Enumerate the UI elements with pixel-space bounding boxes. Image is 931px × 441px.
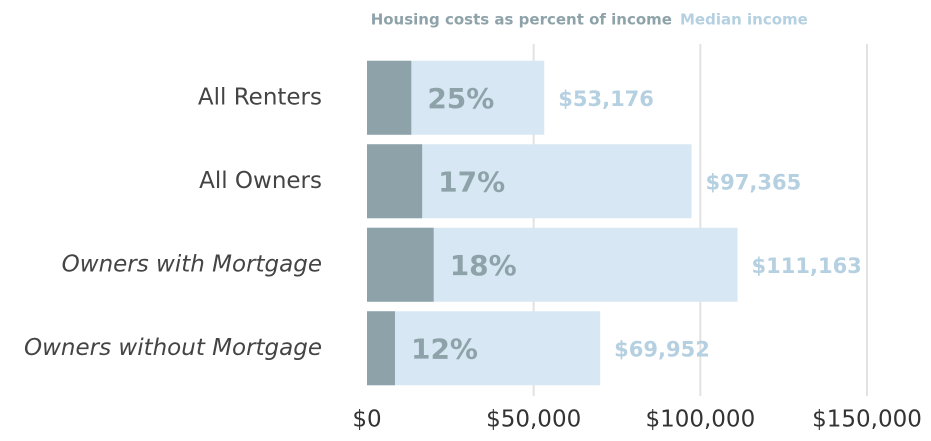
data-label: 25% xyxy=(427,82,494,115)
bar xyxy=(367,311,395,386)
bar xyxy=(367,60,412,135)
y-tick-label: All Owners xyxy=(199,168,322,194)
x-tick-label: $50,000 xyxy=(486,407,581,433)
x-tick-label: $150,000 xyxy=(812,407,922,433)
y-tick-label: Owners with Mortgage xyxy=(62,251,322,277)
x-tick-label: $0 xyxy=(352,407,381,433)
data-label: 12% xyxy=(411,332,478,365)
y-tick-label: All Renters xyxy=(198,84,322,110)
data-label: $53,176 xyxy=(558,87,654,111)
legend-label: Median income xyxy=(680,11,808,29)
bar xyxy=(367,144,423,219)
data-label: 18% xyxy=(450,249,517,282)
bar xyxy=(367,311,601,386)
data-label: $69,952 xyxy=(614,337,710,361)
y-tick-label: Owners without Mortgage xyxy=(24,335,322,361)
legend-label: Housing costs as percent of income xyxy=(371,11,672,29)
data-label: 17% xyxy=(438,165,505,198)
x-tick-label: $100,000 xyxy=(645,407,755,433)
bar xyxy=(367,227,434,302)
data-label: $97,365 xyxy=(706,170,802,194)
data-label: $111,163 xyxy=(752,254,862,278)
